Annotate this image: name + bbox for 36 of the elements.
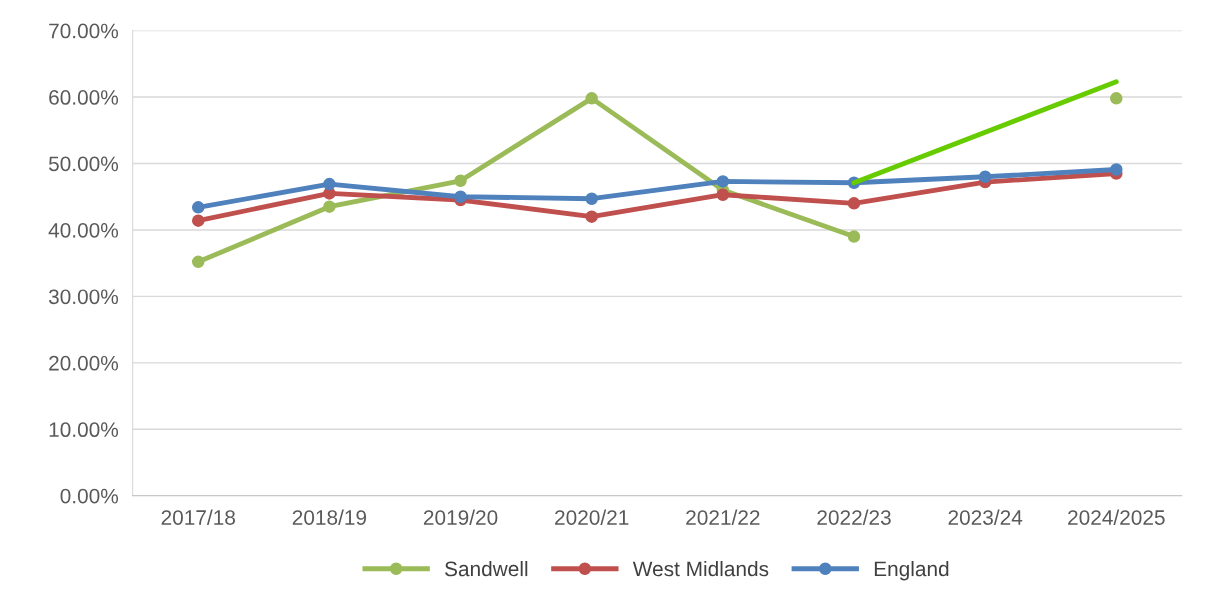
point xyxy=(716,175,730,188)
point xyxy=(585,92,598,105)
y-tick-label: 70.00% xyxy=(49,23,119,39)
x-tick-label: 2019/20 xyxy=(423,509,498,525)
point xyxy=(585,192,598,205)
point xyxy=(191,255,205,269)
point xyxy=(454,174,467,188)
point xyxy=(585,210,598,223)
point xyxy=(1110,92,1123,105)
x-tick-label: 2023/24 xyxy=(948,509,1023,525)
point xyxy=(191,214,205,227)
x-tick-label: 2024/2025 xyxy=(1068,509,1165,525)
point xyxy=(323,200,336,213)
x-tick-label: 2017/18 xyxy=(161,509,235,525)
legend-label: Sandwell xyxy=(445,560,528,577)
x-tick-label: 2021/22 xyxy=(686,509,760,525)
point xyxy=(978,170,992,184)
y-tick-label: 0.00% xyxy=(60,488,119,504)
legend-label: England xyxy=(874,560,949,581)
point xyxy=(847,197,861,210)
point xyxy=(1110,163,1123,176)
point xyxy=(323,177,336,191)
y-tick-label: 10.00% xyxy=(49,422,119,438)
y-tick-label: 20.00% xyxy=(49,355,119,371)
y-tick-label: 60.00% xyxy=(49,90,119,105)
point xyxy=(847,230,861,243)
point xyxy=(191,201,205,214)
legend-label: West Midlands xyxy=(632,560,769,577)
y-tick-label: 50.00% xyxy=(48,156,119,172)
y-tick-label: 40.00% xyxy=(48,222,119,238)
y-tick-label: 30.00% xyxy=(48,289,119,305)
point xyxy=(716,188,730,201)
x-tick-label: 2020/21 xyxy=(555,509,629,525)
point xyxy=(454,190,467,203)
x-tick-label: 2022/23 xyxy=(817,509,891,525)
x-tick-label: 2018/19 xyxy=(292,509,367,525)
